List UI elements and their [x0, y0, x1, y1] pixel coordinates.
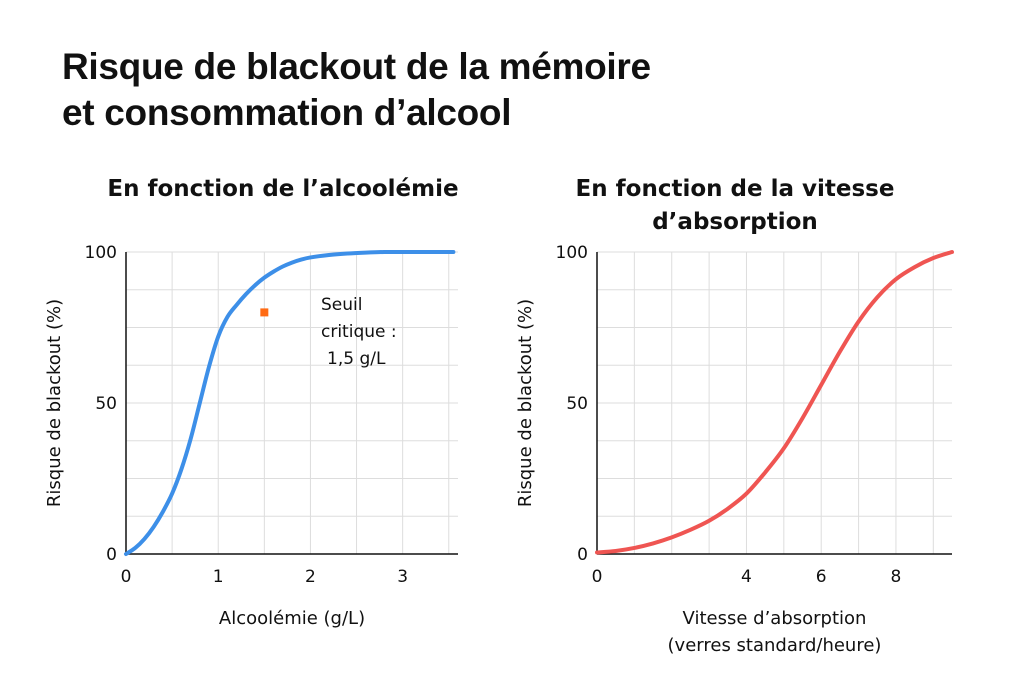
threshold-annotation-line: Seuil — [321, 295, 362, 315]
x-tick-label: 1 — [213, 567, 224, 587]
page-title-line-1: Risque de blackout de la mémoire — [62, 46, 651, 87]
chart-title: En fonction de l’alcoolémie — [107, 176, 458, 202]
y-tick-label: 0 — [577, 545, 588, 565]
x-tick-label: 3 — [397, 567, 408, 587]
x-axis-label: Alcoolémie (g/L) — [219, 608, 365, 629]
page-title: Risque de blackout de la mémoire et cons… — [62, 44, 962, 136]
chart-title-line-1: En fonction de la vitesse — [576, 176, 895, 202]
chart-title-line-2: d’absorption — [652, 209, 818, 235]
y-tick-label: 100 — [85, 243, 117, 263]
y-axis-label: Risque de blackout (%) — [515, 299, 536, 507]
x-tick-label: 2 — [305, 567, 316, 587]
y-tick-label: 100 — [556, 243, 588, 263]
threshold-annotation-line: critique : — [321, 322, 397, 342]
y-tick-label: 50 — [95, 394, 117, 414]
x-axis-label-line: Vitesse d’absorption — [683, 608, 867, 629]
x-tick-label: 4 — [741, 567, 752, 587]
y-axis-label: Risque de blackout (%) — [44, 299, 65, 507]
series-line — [124, 249, 456, 556]
page-title-line-2: et consommation d’alcool — [62, 92, 512, 133]
threshold-annotation-line: 1,5 g/L — [327, 349, 386, 369]
x-tick-label: 0 — [592, 567, 603, 587]
y-tick-label: 0 — [106, 545, 117, 565]
y-tick-label: 50 — [566, 394, 588, 414]
x-tick-label: 6 — [816, 567, 827, 587]
series-line — [595, 250, 954, 555]
threshold-marker — [260, 308, 269, 317]
x-tick-label: 8 — [891, 567, 902, 587]
x-tick-label: 0 — [121, 567, 132, 587]
x-axis-label-line: (verres standard/heure) — [668, 635, 882, 656]
